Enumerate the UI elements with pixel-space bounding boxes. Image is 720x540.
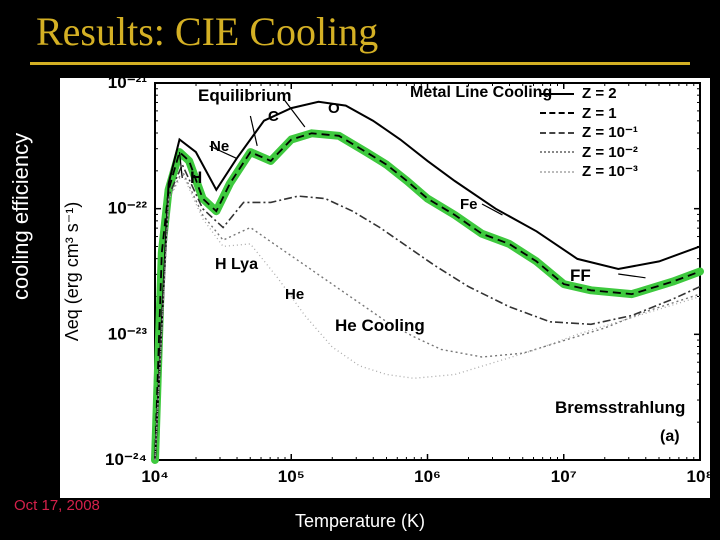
legend-row-zm3: Z = 10⁻³ [540,162,638,182]
ann-ff: FF [570,266,591,286]
ann-fe: Fe [460,196,478,213]
legend-row-zm1: Z = 10⁻¹ [540,123,638,143]
svg-text:10⁷: 10⁷ [551,467,577,486]
title-underline [30,62,690,65]
legend-label: Z = 10⁻² [582,143,638,163]
ann-metal-line: Metal Line Cooling [410,84,552,102]
ann-metal-line-text: Metal Line Cooling [410,84,552,101]
legend: Z = 2 Z = 1 Z = 10⁻¹ Z = 10⁻² Z = 10⁻³ [540,84,638,182]
legend-label: Z = 1 [582,104,617,124]
svg-text:10⁻²²: 10⁻²² [108,199,148,218]
svg-text:10⁻²³: 10⁻²³ [108,324,148,343]
ann-hlya: H Lya [215,256,258,274]
legend-label: Z = 2 [582,84,617,104]
legend-row-z1: Z = 1 [540,104,638,124]
ann-ne: Ne [210,138,229,155]
legend-row-zm2: Z = 10⁻² [540,143,638,163]
ann-o: O [328,100,340,117]
svg-text:10⁻²¹: 10⁻²¹ [108,78,148,92]
y-axis-label-outer: cooling efficiency [8,133,34,300]
ann-brems: Bremsstrahlung [555,398,685,418]
legend-swatch [540,93,574,95]
ann-equilibrium: Equilibrium [198,86,292,106]
ann-he: He [285,286,304,303]
ann-h: H [190,168,202,188]
legend-swatch [540,151,574,153]
svg-text:10⁵: 10⁵ [278,467,305,486]
legend-swatch [540,132,574,134]
svg-text:Λeq (erg cm³ s⁻¹): Λeq (erg cm³ s⁻¹) [62,202,82,342]
ann-hecool: He Cooling [335,316,425,336]
legend-label: Z = 10⁻³ [582,162,638,182]
cooling-chart: 10⁻²⁴10⁻²³10⁻²²10⁻²¹10⁴10⁵10⁶10⁷10⁸Λeq (… [60,78,710,498]
x-axis-label: Temperature (K) [0,511,720,532]
ann-c: C [268,108,279,125]
slide-title: Results: CIE Cooling [36,8,378,55]
legend-swatch [540,112,574,114]
svg-text:10⁶: 10⁶ [414,467,441,486]
ann-panel: (a) [660,428,680,446]
legend-label: Z = 10⁻¹ [582,123,638,143]
legend-swatch [540,171,574,173]
legend-row-z2: Z = 2 [540,84,638,104]
svg-text:10⁴: 10⁴ [141,467,168,486]
svg-text:10⁸: 10⁸ [687,467,710,486]
